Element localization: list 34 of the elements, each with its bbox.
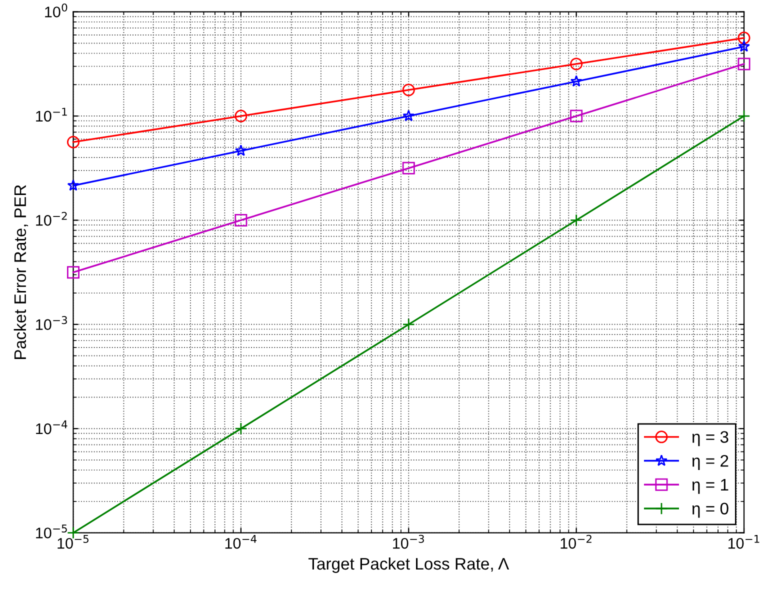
point <box>67 179 80 191</box>
legend-label: η = 0 <box>692 502 728 518</box>
legend-label: η = 1 <box>692 479 728 494</box>
point <box>738 40 750 52</box>
point <box>570 75 582 87</box>
point <box>738 32 750 44</box>
y-tick-label: 10$^{−4}$ <box>36 420 68 434</box>
point <box>570 58 583 70</box>
point <box>402 162 415 174</box>
x-tick-label: 10$^{−4}$ <box>225 534 257 549</box>
y-tick-label: 10$^{−3}$ <box>36 316 67 330</box>
legend-label: η = 2 <box>692 454 728 470</box>
point <box>570 110 583 122</box>
y-tick-label: 10$^{−2}$ <box>36 212 67 226</box>
y-tick-label: 10$^{0}$ <box>45 3 68 18</box>
point <box>402 110 415 122</box>
point <box>234 214 248 226</box>
point <box>738 58 750 70</box>
point <box>234 110 248 122</box>
point <box>234 422 248 435</box>
legend-label: η = 3 <box>692 431 728 446</box>
point <box>66 266 80 279</box>
y-tick-label: 10$^{−1}$ <box>36 108 67 122</box>
point <box>402 318 415 331</box>
point <box>234 144 247 156</box>
x-tick-label: 10$^{−1}$ <box>728 534 760 549</box>
x-axis-title: Target Packet Loss Rate, Λ <box>308 557 510 573</box>
point <box>738 110 750 122</box>
x-tick-label: 10$^{−3}$ <box>393 534 424 549</box>
x-tick-label: 10$^{−2}$ <box>560 534 592 549</box>
point <box>570 214 583 226</box>
point <box>66 136 80 148</box>
y-axis-title: Packet Error Rate, PER <box>14 185 28 359</box>
point <box>402 84 415 96</box>
